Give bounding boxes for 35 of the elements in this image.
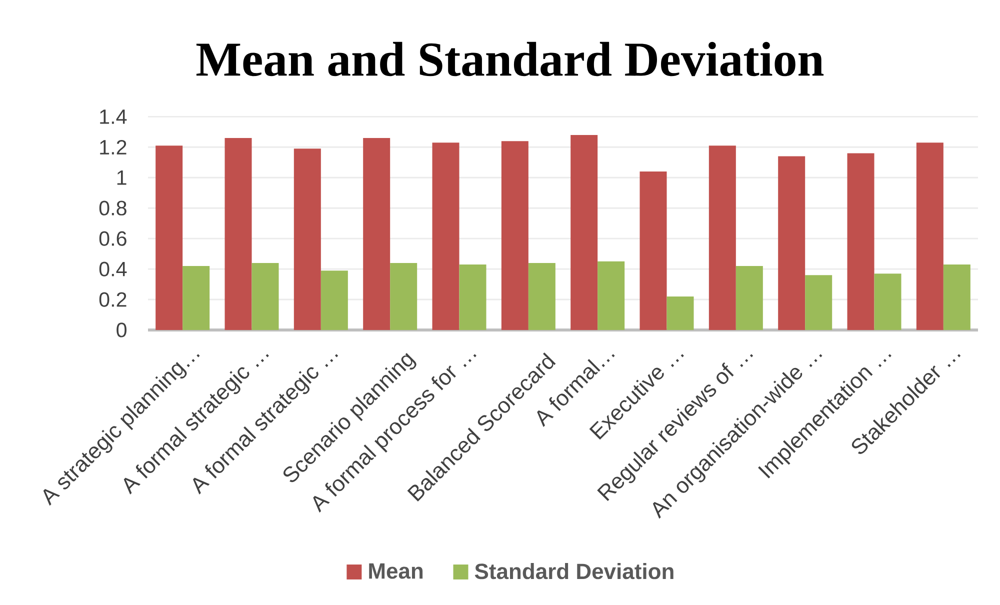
bar	[708, 146, 736, 330]
y-tick-label: 0.8	[99, 200, 126, 216]
bar	[252, 262, 279, 330]
y-tick-label: 1.4	[100, 110, 127, 124]
y-tick-label: 0.2	[99, 292, 126, 307]
bar	[640, 172, 667, 330]
bar	[598, 261, 625, 330]
bar	[778, 156, 806, 330]
bar	[224, 138, 252, 330]
bar	[847, 153, 874, 330]
bar	[390, 262, 418, 330]
bar	[736, 266, 763, 330]
bar	[182, 266, 210, 330]
bar	[805, 275, 832, 330]
y-tick-label: 0.4	[99, 262, 127, 276]
bar	[570, 134, 598, 330]
legend-label: Mean	[369, 563, 423, 579]
y-tick-label: 1.2	[100, 140, 126, 154]
bar	[294, 148, 321, 330]
bar	[156, 146, 183, 330]
y-tick-label: 0.6	[99, 231, 126, 246]
y-tick-label: 0	[116, 322, 126, 338]
bar	[666, 296, 694, 330]
bar	[320, 270, 348, 330]
bar	[916, 142, 944, 330]
y-tick-label: 1	[117, 170, 126, 185]
bar	[363, 138, 390, 330]
bar	[528, 262, 556, 330]
bar	[943, 264, 970, 330]
bar	[459, 264, 486, 330]
bar	[501, 141, 528, 330]
legend-label: Standard Deviation	[474, 563, 674, 580]
bar	[874, 274, 902, 330]
chart-title: Mean and Standard Deviation	[196, 42, 824, 76]
bar	[432, 142, 460, 330]
